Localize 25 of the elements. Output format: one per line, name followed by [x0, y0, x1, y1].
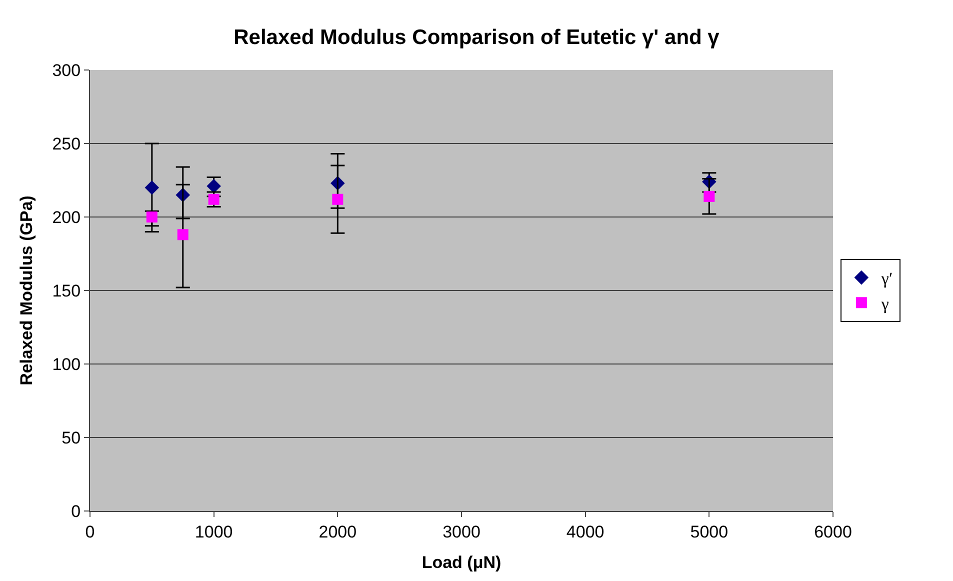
- y-tick-label: 0: [71, 502, 81, 521]
- point: [206, 178, 221, 194]
- x-tick-label: 0: [85, 522, 95, 542]
- point: [332, 194, 344, 205]
- chart-title: Relaxed Modulus Comparison of Eutetic γ' and γ: [234, 26, 720, 49]
- y-tick-label: 100: [52, 354, 81, 374]
- point: [704, 190, 715, 202]
- point: [177, 229, 188, 240]
- y-tick-label: 300: [52, 60, 81, 80]
- x-tick-label: 2000: [318, 522, 357, 542]
- y-tick-label: 150: [52, 281, 81, 300]
- y-tick-label: 250: [52, 134, 81, 154]
- y-axis-title: Relaxed Modulus (GPa): [16, 196, 36, 386]
- legend-label: γ′: [880, 269, 893, 288]
- x-axis-title: Load (μN): [422, 552, 502, 572]
- x-tick-label: 6000: [814, 522, 852, 542]
- y-tick-label: 50: [62, 428, 81, 448]
- point: [144, 180, 160, 195]
- x-tick-label: 5000: [690, 522, 728, 542]
- x-tick-label: 3000: [442, 522, 480, 542]
- x-tick-label: 4000: [566, 522, 604, 542]
- point: [146, 212, 158, 222]
- x-tick-label: 1000: [194, 522, 233, 542]
- legend-label: γ: [880, 294, 890, 314]
- y-tick-label: 200: [52, 208, 81, 227]
